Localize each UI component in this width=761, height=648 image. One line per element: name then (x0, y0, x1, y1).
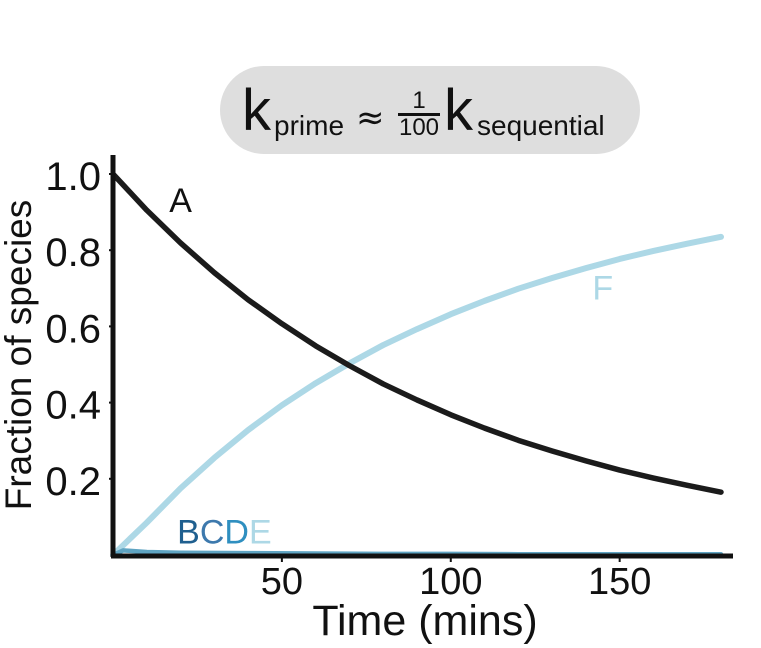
equation-badge (220, 66, 640, 154)
y-tick-label: 0.8 (45, 231, 101, 275)
equation-k-prime: k (242, 78, 271, 143)
curve-label-f: F (592, 270, 613, 308)
bcde-letter-d: D (224, 514, 249, 552)
series-f-line (110, 233, 724, 558)
x-tick-label: 150 (588, 561, 651, 603)
x-tick-label: 50 (261, 561, 303, 603)
equation-subscript-prime: prime (274, 110, 345, 141)
equation-fraction-denominator: 100 (398, 114, 440, 141)
series-a-line (110, 171, 724, 495)
equation-approx-symbol: ≈ (356, 98, 385, 138)
x-tick-label: 100 (419, 561, 482, 603)
x-axis-label: Time (mins) (312, 597, 537, 645)
y-tick-label: 0.4 (45, 384, 101, 428)
y-tick-label: 1.0 (45, 155, 101, 199)
bcde-letter-c: C (200, 514, 225, 552)
equation-fraction-bar (398, 113, 440, 116)
curve-labels: AF (169, 182, 613, 308)
series-layer (110, 171, 724, 558)
bcde-label-group: BCDE (177, 514, 272, 552)
y-tick-label: 0.2 (45, 460, 101, 504)
x-ticks: 50 100 150 (261, 556, 651, 603)
equation-subscript-sequential: sequential (477, 110, 605, 141)
curve-label-a: A (169, 182, 192, 220)
y-tick-label: 0.6 (45, 307, 101, 351)
bcde-letter-b: B (177, 514, 200, 552)
y-ticks: 0.2 0.4 0.6 0.8 1.0 (45, 155, 113, 504)
y-axis-label: Fraction of species (0, 200, 39, 511)
equation-k-sequential: k (444, 78, 473, 143)
bcde-letter-e: E (249, 514, 272, 552)
equation-fraction-numerator: 1 (412, 87, 426, 114)
